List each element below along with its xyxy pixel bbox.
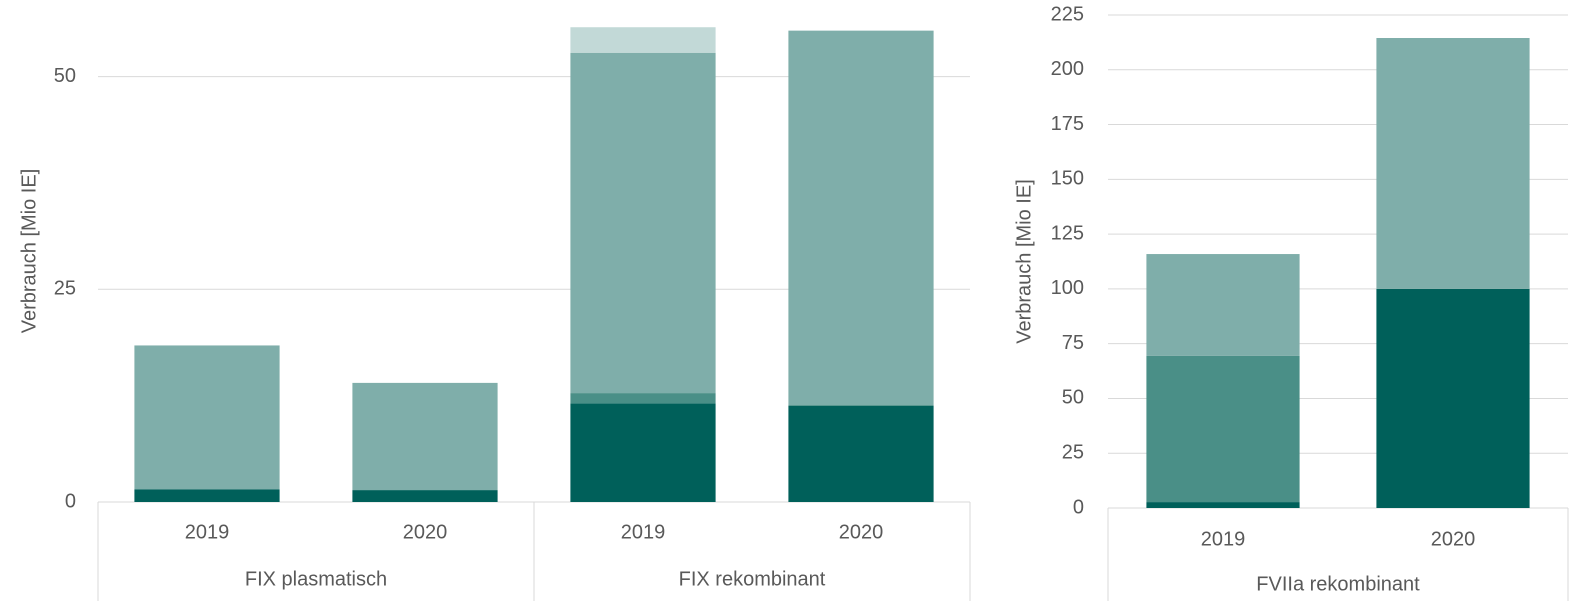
bar-segment bbox=[1146, 254, 1300, 356]
bar-segment bbox=[570, 393, 716, 404]
bar-segment bbox=[352, 490, 498, 502]
y-tick-label: 75 bbox=[1062, 332, 1084, 354]
x-tick-label: 2019 bbox=[1201, 528, 1246, 550]
bar-segment bbox=[570, 52, 716, 394]
bar-segment bbox=[788, 405, 934, 502]
y-tick-label: 25 bbox=[1062, 442, 1084, 464]
y-tick-label: 0 bbox=[1073, 496, 1084, 518]
x-tick-label: 2019 bbox=[185, 521, 230, 543]
bar-segment bbox=[1146, 502, 1300, 508]
group-label: FVIIa rekombinant bbox=[1256, 573, 1420, 595]
y-tick-label: 50 bbox=[54, 65, 76, 87]
y-tick-label: 100 bbox=[1051, 277, 1084, 299]
bar-segment bbox=[570, 403, 716, 502]
y-axis-label: Verbrauch [Mio IE] bbox=[18, 169, 40, 334]
y-tick-label: 50 bbox=[1062, 387, 1084, 409]
y-tick-label: 150 bbox=[1051, 168, 1084, 190]
y-tick-label: 225 bbox=[1051, 3, 1084, 25]
group-label: FIX rekombinant bbox=[679, 568, 826, 590]
bar-segment bbox=[570, 27, 716, 53]
bar-segment bbox=[1376, 288, 1530, 508]
bar-segment bbox=[134, 489, 280, 502]
bar-segment bbox=[788, 405, 934, 406]
x-tick-label: 2020 bbox=[839, 521, 884, 543]
y-tick-label: 25 bbox=[54, 278, 76, 300]
y-tick-label: 175 bbox=[1051, 113, 1084, 135]
bar-segment bbox=[1376, 38, 1530, 289]
y-tick-label: 125 bbox=[1051, 222, 1084, 244]
bar-segment bbox=[352, 382, 498, 491]
bar-segment bbox=[1146, 355, 1300, 503]
group-label: FIX plasmatisch bbox=[245, 568, 387, 590]
y-tick-label: 200 bbox=[1051, 58, 1084, 80]
y-axis-label: Verbrauch [Mio IE] bbox=[1013, 179, 1035, 344]
x-tick-label: 2020 bbox=[403, 521, 448, 543]
bar-segment bbox=[788, 30, 934, 406]
x-tick-label: 2020 bbox=[1431, 528, 1476, 550]
x-tick-label: 2019 bbox=[621, 521, 666, 543]
bar-segment bbox=[134, 345, 280, 490]
y-tick-label: 0 bbox=[65, 490, 76, 512]
